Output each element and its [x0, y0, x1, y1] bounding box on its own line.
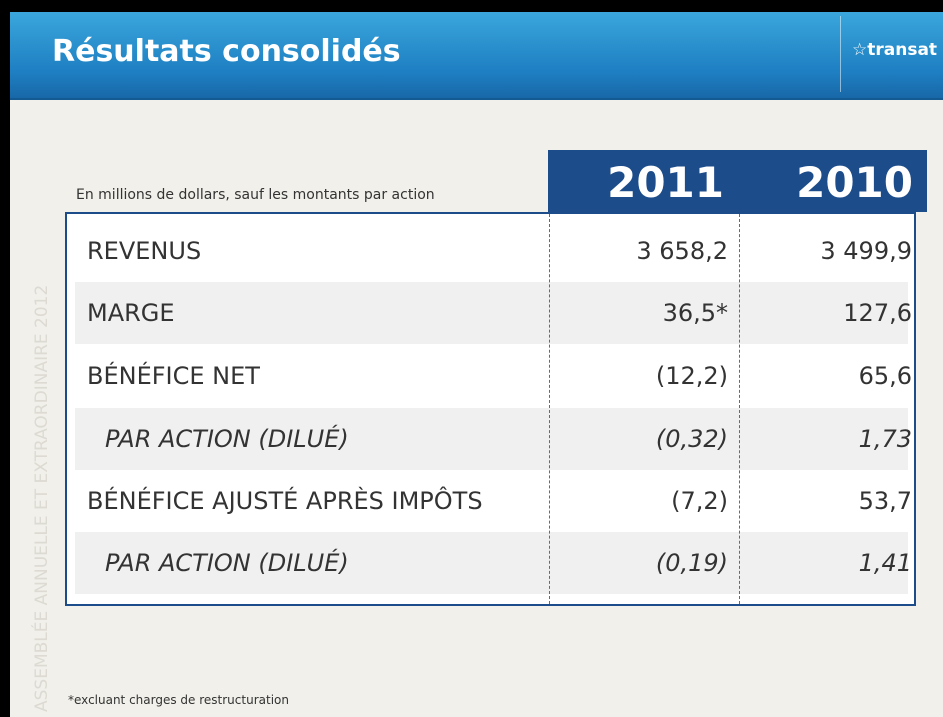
value: (12,2) [655, 362, 728, 390]
row-label: PAR ACTION (DILUÉ) [105, 549, 349, 577]
value: 65,6 [858, 362, 912, 390]
value: (7,2) [671, 487, 728, 515]
footnote: *excluant charges de restructuration [68, 693, 289, 707]
title: Résultats consolidés [52, 34, 401, 69]
value: (0,32) [655, 425, 728, 453]
value: 36,5* [662, 299, 728, 327]
table-caption: En millions de dollars, sauf les montant… [76, 187, 435, 203]
column-divider [739, 214, 740, 604]
row-label: BÉNÉFICE NET [87, 362, 260, 390]
row: BÉNÉFICE NET (12,2) 65,6 [75, 345, 912, 407]
logo: ☆transat [852, 40, 938, 60]
table-body: REVENUS 3 658,2 3 499,9 MARGE 36,5* 127,6 BÉ… [65, 212, 916, 606]
row: PAR ACTION (DILUÉ) (0,19) 1,41 [75, 532, 912, 594]
column-header: 2011 [548, 150, 738, 212]
value: 127,6 [843, 299, 912, 327]
row: MARGE 36,5* 127,6 [75, 282, 912, 344]
row-label: MARGE [87, 299, 175, 327]
header: Résultats consolidés ☆transat [10, 12, 943, 100]
value: 3 499,9 [820, 237, 912, 265]
row-label: REVENUS [87, 237, 202, 265]
value: 53,7 [858, 487, 912, 515]
logo-text: transat [867, 40, 938, 60]
value: 1,73 [858, 425, 912, 453]
value: 3 658,2 [636, 237, 728, 265]
column-divider [549, 214, 550, 604]
row: BÉNÉFICE AJUSTÉ APRÈS IMPÔTS (7,2) 53,7 [75, 470, 912, 532]
row-label: BÉNÉFICE AJUSTÉ APRÈS IMPÔTS [87, 487, 483, 515]
divider [840, 16, 841, 92]
value: 1,41 [858, 549, 912, 577]
row: PAR ACTION (DILUÉ) (0,32) 1,73 [75, 408, 912, 470]
row-label: PAR ACTION (DILUÉ) [105, 425, 349, 453]
row: REVENUS 3 658,2 3 499,9 [75, 220, 912, 282]
value: (0,19) [655, 549, 728, 577]
side-text: ASSEMBLÉE ANNUELLE ET EXTRAORDINAIRE 201… [32, 284, 52, 712]
slide: ASSEMBLÉE ANNUELLE ET EXTRAORDINAIRE 201… [10, 12, 943, 717]
column-header: 2010 [738, 150, 927, 212]
